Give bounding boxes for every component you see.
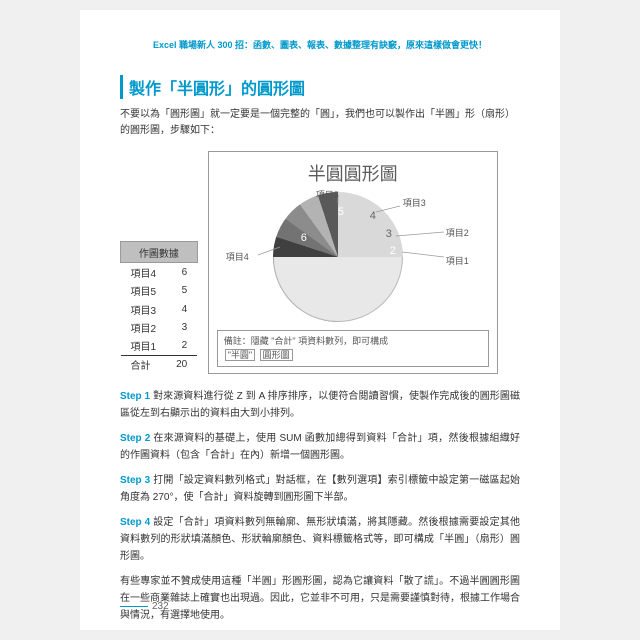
table-row: 項目12: [121, 336, 198, 355]
intro-text: 不要以為「圓形圖」就一定要是一個完整的「圓」，我們也可以製作出「半圓」形（扇形）…: [120, 107, 520, 139]
step-2: Step 2 在來源資料的基礎上，使用 SUM 函數加總得到資料「合計」項，然後…: [120, 430, 520, 464]
page-footer: 232: [120, 601, 169, 612]
table-row: 項目34: [121, 300, 198, 318]
chart-value: 4: [370, 210, 376, 222]
chart-label: 項目1: [446, 254, 469, 267]
step-4: Step 4 設定「合計」項資料數列無輪廓、無形狀填滿，將其隱藏。然後根據需要設…: [120, 514, 520, 565]
chart-label: 項目2: [446, 226, 469, 239]
table-header: 作圖數據: [121, 242, 198, 263]
pie-bottom-half: [273, 257, 403, 322]
page-header: Excel 職場新人 300 招：函數、圖表、報表、數據整理有訣竅，原來這樣做會…: [120, 38, 520, 51]
chart-label: 項目3: [403, 196, 426, 209]
table-total-row: 合計20: [121, 355, 198, 374]
data-table: 作圖數據 項目46 項目55 項目34 項目23 項目12 合計20: [120, 241, 198, 374]
chart-value: 2: [390, 245, 396, 257]
step-1: Step 1 對來源資料進行從 Z 到 A 排序排序，以便符合閱讀習慣，使製作完…: [120, 388, 520, 422]
chart-note: 備註：隱藏 "合計" 項資料數列，即可構成 "半圓" 圓形圖: [217, 330, 489, 367]
chart-value: 3: [386, 228, 392, 240]
chart-label: 項目4: [226, 250, 249, 263]
step-3: Step 3 打開「設定資料數列格式」對話框，在【數列選項】索引標籤中設定第一磁…: [120, 472, 520, 506]
closing-text: 有些專家並不贊成使用這種「半圓」形圓形圖，認為它讓資料「散了謊」。不過半圓圓形圖…: [120, 573, 520, 624]
section-title: 製作「半圓形」的圓形圖: [120, 75, 520, 99]
table-row: 項目55: [121, 282, 198, 300]
chart-title: 半圓圓形圖: [217, 160, 489, 186]
pie-chart: 項目4 項目5 項目3 項目2 項目1 6 5 4 3 2: [218, 192, 488, 322]
chart-area: 作圖數據 項目46 項目55 項目34 項目23 項目12 合計20 半圓圓形圖…: [120, 151, 520, 374]
chart-box: 半圓圓形圖 項目4 項目5 項目3 項目2 項目1 6 5 4 3 2 備註：隱…: [208, 151, 498, 374]
chart-value: 6: [301, 232, 307, 244]
table-row: 項目46: [121, 263, 198, 282]
chart-label: 項目5: [316, 188, 339, 201]
table-row: 項目23: [121, 318, 198, 336]
chart-value: 5: [338, 206, 344, 218]
